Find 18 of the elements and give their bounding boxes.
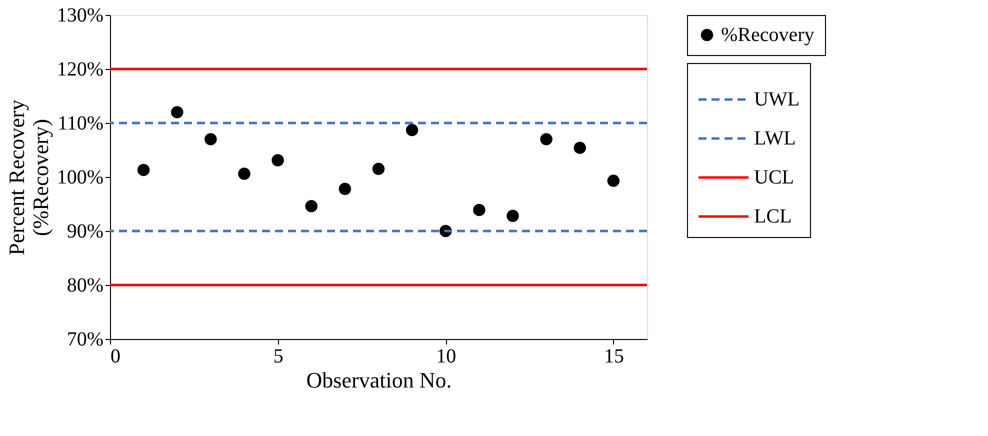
y-tick-label: 90% [66,220,104,242]
y-axis-title: Percent Recovery (%Recovery) [4,100,53,256]
y-tick-label: 110% [58,112,104,134]
x-tick-label: 0 [110,346,120,368]
y-tick-label: 70% [66,328,104,350]
y-tick-label: 120% [56,58,104,80]
legend-label: %Recovery [721,24,814,46]
legend-label: LCL [754,206,792,228]
y-tick-label: 80% [66,274,104,296]
x-tick-label: 10 [436,346,456,368]
y-tick-label: 100% [56,166,104,188]
legend-label: LWL [754,128,796,150]
x-tick-label: 5 [273,346,284,368]
legend-label: UCL [754,166,794,188]
x-tick-label: 15 [604,346,624,368]
y-tick-label: 130% [56,4,104,26]
x-axis-title: Observation No. [306,368,452,392]
legend-label: UWL [754,88,800,110]
